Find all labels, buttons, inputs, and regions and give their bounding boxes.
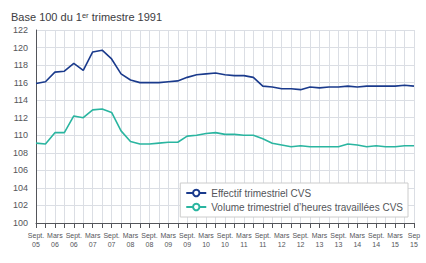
svg-text:104: 104 bbox=[13, 183, 28, 193]
svg-text:Sept.: Sept. bbox=[255, 232, 271, 240]
svg-text:14: 14 bbox=[353, 241, 361, 248]
svg-text:110: 110 bbox=[14, 130, 28, 140]
svg-text:Sept.: Sept. bbox=[368, 232, 384, 240]
svg-text:06: 06 bbox=[51, 241, 59, 248]
svg-text:08: 08 bbox=[146, 241, 154, 248]
svg-text:07: 07 bbox=[89, 241, 97, 248]
svg-text:Mars: Mars bbox=[198, 232, 214, 239]
svg-text:Mars: Mars bbox=[312, 232, 328, 239]
svg-text:14: 14 bbox=[372, 241, 380, 248]
svg-text:09: 09 bbox=[183, 241, 191, 248]
svg-text:06: 06 bbox=[70, 241, 78, 248]
svg-text:Sept.: Sept. bbox=[66, 232, 82, 240]
svg-text:11: 11 bbox=[240, 241, 247, 248]
svg-text:07: 07 bbox=[108, 241, 116, 248]
svg-text:12: 12 bbox=[297, 241, 305, 248]
svg-text:Mars: Mars bbox=[387, 232, 403, 239]
svg-text:Sept.: Sept. bbox=[103, 232, 119, 240]
svg-text:11: 11 bbox=[259, 241, 266, 248]
svg-text:10: 10 bbox=[202, 241, 210, 248]
svg-text:Sept.: Sept. bbox=[292, 232, 308, 240]
svg-text:Mars: Mars bbox=[274, 232, 290, 239]
svg-text:114: 114 bbox=[14, 95, 28, 105]
svg-text:102: 102 bbox=[13, 200, 28, 210]
svg-text:108: 108 bbox=[13, 148, 28, 158]
svg-text:10: 10 bbox=[221, 241, 229, 248]
svg-text:Mars: Mars bbox=[47, 232, 63, 239]
svg-text:08: 08 bbox=[127, 241, 135, 248]
svg-text:Effectif trimestriel CVS: Effectif trimestriel CVS bbox=[211, 188, 311, 199]
svg-text:Mars: Mars bbox=[161, 232, 177, 239]
svg-text:112: 112 bbox=[14, 113, 28, 123]
svg-text:05: 05 bbox=[32, 241, 40, 248]
svg-text:Mars: Mars bbox=[350, 232, 366, 239]
svg-text:13: 13 bbox=[335, 241, 343, 248]
svg-text:Mars: Mars bbox=[123, 232, 139, 239]
svg-text:106: 106 bbox=[13, 165, 28, 175]
svg-text:Sept.: Sept. bbox=[28, 232, 44, 240]
svg-text:15: 15 bbox=[410, 241, 418, 248]
svg-text:Sept.: Sept. bbox=[141, 232, 157, 240]
svg-text:122: 122 bbox=[13, 25, 28, 35]
svg-text:Mars: Mars bbox=[236, 232, 252, 239]
svg-text:15: 15 bbox=[391, 241, 399, 248]
svg-text:Sept.: Sept. bbox=[330, 232, 346, 240]
svg-text:Sep: Sep bbox=[408, 232, 421, 240]
svg-text:118: 118 bbox=[14, 60, 28, 70]
svg-text:09: 09 bbox=[164, 241, 172, 248]
svg-text:12: 12 bbox=[278, 241, 286, 248]
svg-text:116: 116 bbox=[14, 78, 28, 88]
svg-text:Sept.: Sept. bbox=[179, 232, 195, 240]
svg-text:Volume trimestriel d’heures tr: Volume trimestriel d’heures travaillées … bbox=[211, 202, 403, 213]
svg-text:Sept.: Sept. bbox=[217, 232, 233, 240]
svg-text:120: 120 bbox=[13, 43, 28, 53]
svg-text:100: 100 bbox=[13, 218, 28, 228]
svg-text:13: 13 bbox=[316, 241, 324, 248]
svg-text:Mars: Mars bbox=[85, 232, 101, 239]
svg-text:Base 100 du 1ᵉʳ trimestre 1991: Base 100 du 1ᵉʳ trimestre 1991 bbox=[11, 11, 162, 23]
